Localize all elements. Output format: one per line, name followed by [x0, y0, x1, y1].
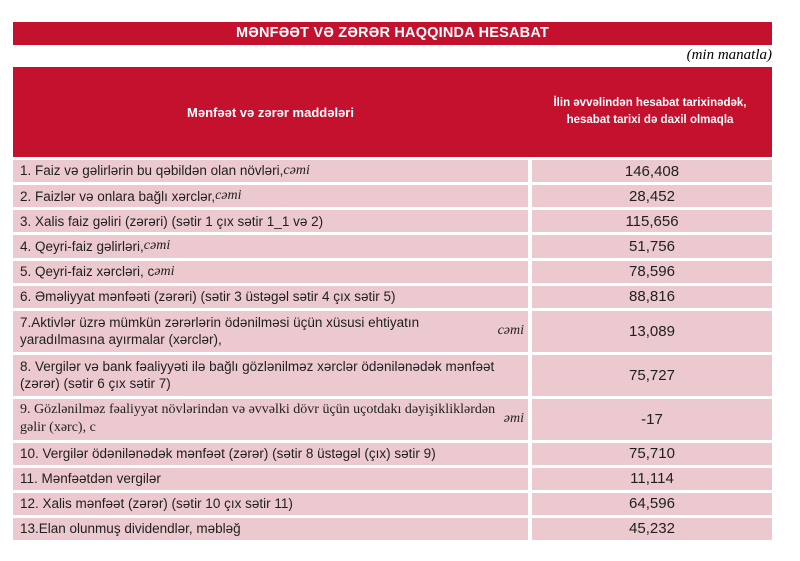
row-label-cell: 8. Vergilər və bank fəaliyyəti ilə bağlı… [13, 354, 528, 396]
row-label-cell: 10. Vergilər ödənilənədək mənfəət (zərər… [13, 442, 528, 465]
row-value: 88,816 [629, 288, 675, 306]
row-value-cell: 28,452 [532, 185, 772, 208]
row-label-cell: 1. Faiz və gəlirlərin bu qəbildən olan n… [13, 160, 528, 183]
row-value-cell: 78,596 [532, 260, 772, 283]
table-row: 13.Elan olunmuş dividendlər, məbləğ 45,2… [13, 517, 772, 540]
table-row: 9. Gözlənilməz fəaliyyət növlərindən və … [13, 398, 772, 440]
row-label-cell: 11. Mənfəətdən vergilər [13, 467, 528, 490]
table-body: 1. Faiz və gəlirlərin bu qəbildən olan n… [13, 160, 772, 540]
row-value: 11,114 [630, 470, 674, 488]
row-label-cell: 3. Xalis faiz gəliri (zərəri) (sətir 1 ç… [13, 210, 528, 233]
row-value-cell: 51,756 [532, 235, 772, 258]
row-value-cell: 13,089 [532, 310, 772, 352]
row-label-cell: 12. Xalis mənfəət (zərər) (sətir 10 çıx … [13, 492, 528, 515]
report-title: MƏNFƏƏT VƏ ZƏRƏR HAQQINDA HESABAT [235, 25, 550, 41]
row-value-cell: 45,232 [532, 517, 772, 540]
row-value: 51,756 [629, 237, 675, 255]
row-label-italic: əmi [154, 263, 175, 279]
row-label-italic: əmi [503, 411, 524, 427]
table-row: 6. Əməliyyat mənfəəti (zərəri) (sətir 3 … [13, 285, 772, 308]
row-label-text: 6. Əməliyyat mənfəəti (zərəri) (sətir 3 … [20, 288, 396, 304]
row-label-italic: cəmi [143, 238, 171, 254]
table-row: 1. Faiz və gəlirlərin bu qəbildən olan n… [13, 160, 772, 183]
table-row: 8. Vergilər və bank fəaliyyəti ilə bağlı… [13, 354, 772, 396]
row-label-text: 5. Qeyri-faiz xərcləri, c [20, 263, 155, 279]
row-value: 45,232 [629, 520, 675, 538]
row-label-cell: 13.Elan olunmuş dividendlər, məbləğ [13, 517, 528, 540]
table-row: 7.Aktivlər üzrə mümkün zərərlərin ödənil… [13, 310, 772, 352]
row-value: 115,656 [625, 212, 679, 230]
row-value: 75,727 [629, 366, 675, 384]
profit-loss-table: Mənfəət və zərər maddələri İlin əvvəlind… [13, 67, 772, 540]
table-row: 11. Mənfəətdən vergilər 11,114 [13, 467, 772, 490]
row-label-cell: 6. Əməliyyat mənfəəti (zərəri) (sətir 3 … [13, 285, 528, 308]
unit-note: (min manatla) [686, 47, 772, 63]
row-value: -17 [641, 410, 663, 428]
row-label-cell: 9. Gözlənilməz fəaliyyət növlərindən və … [13, 398, 528, 440]
row-label-text: 8. Vergilər və bank fəaliyyəti ilə bağlı… [20, 358, 495, 392]
row-value-cell: 115,656 [532, 210, 772, 233]
row-label-italic: cəmi [497, 323, 524, 339]
row-label-cell: 4. Qeyri-faiz gəlirləri, cəmi [13, 235, 528, 258]
row-value: 13,089 [629, 322, 675, 340]
row-label-cell: 5. Qeyri-faiz xərcləri, c əmi [13, 260, 528, 283]
row-value-cell: 64,596 [532, 492, 772, 515]
row-value-cell: 75,710 [532, 442, 772, 465]
row-label-text: 4. Qeyri-faiz gəlirləri, [20, 238, 144, 254]
row-value: 146,408 [624, 162, 680, 180]
table-row: 4. Qeyri-faiz gəlirləri, cəmi 51,756 [13, 235, 772, 258]
row-value-cell: 75,727 [532, 354, 772, 396]
row-label-text: 9. Gözlənilməz fəaliyyət növlərindən və … [20, 402, 496, 436]
row-value: 75,710 [629, 445, 675, 463]
table-header-row: Mənfəət və zərər maddələri İlin əvvəlind… [13, 67, 772, 157]
row-label-italic: cəmi [283, 163, 310, 178]
table-row: 5. Qeyri-faiz xərcləri, c əmi 78,596 [13, 260, 772, 283]
row-label-text: 2. Faizlər və onlara bağlı xərclər, [20, 188, 216, 204]
row-value-cell: 88,816 [532, 285, 772, 308]
row-value: 78,596 [629, 263, 675, 281]
row-label-text: 7.Aktivlər üzrə mümkün zərərlərin ödənil… [20, 314, 420, 348]
row-value: 28,452 [629, 187, 675, 205]
report-title-bar: MƏNFƏƏT VƏ ZƏRƏR HAQQINDA HESABAT [13, 22, 772, 45]
row-label-text: 13.Elan olunmuş dividendlər, məbləğ [20, 520, 241, 536]
row-value: 64,596 [629, 495, 675, 513]
row-value-cell: 11,114 [532, 467, 772, 490]
table-row: 10. Vergilər ödənilənədək mənfəət (zərər… [13, 442, 772, 465]
row-label-text: 11. Mənfəətdən vergilər [20, 470, 161, 486]
column-header-period: İlin əvvəlindən hesabat tarixinədək, hes… [553, 97, 747, 126]
row-label-text: 3. Xalis faiz gəliri (zərəri) (sətir 1 ç… [20, 213, 324, 229]
row-value-cell: -17 [532, 398, 772, 440]
table-row: 2. Faizlər və onlara bağlı xərclər, cəmi… [13, 185, 772, 208]
table-row: 3. Xalis faiz gəliri (zərəri) (sətir 1 ç… [13, 210, 772, 233]
column-header-items: Mənfəət və zərər maddələri [187, 104, 354, 120]
row-label-text: 10. Vergilər ödənilənədək mənfəət (zərər… [20, 445, 436, 461]
row-value-cell: 146,408 [532, 160, 772, 183]
table-row: 12. Xalis mənfəət (zərər) (sətir 10 çıx … [13, 492, 772, 515]
row-label-italic: cəmi [215, 188, 242, 204]
row-label-text: 12. Xalis mənfəət (zərər) (sətir 10 çıx … [20, 495, 293, 511]
row-label-text: 1. Faiz və gəlirlərin bu qəbildən olan n… [20, 163, 284, 179]
row-label-cell: 2. Faizlər və onlara bağlı xərclər, cəmi [13, 185, 528, 208]
row-label-cell: 7.Aktivlər üzrə mümkün zərərlərin ödənil… [13, 310, 528, 352]
